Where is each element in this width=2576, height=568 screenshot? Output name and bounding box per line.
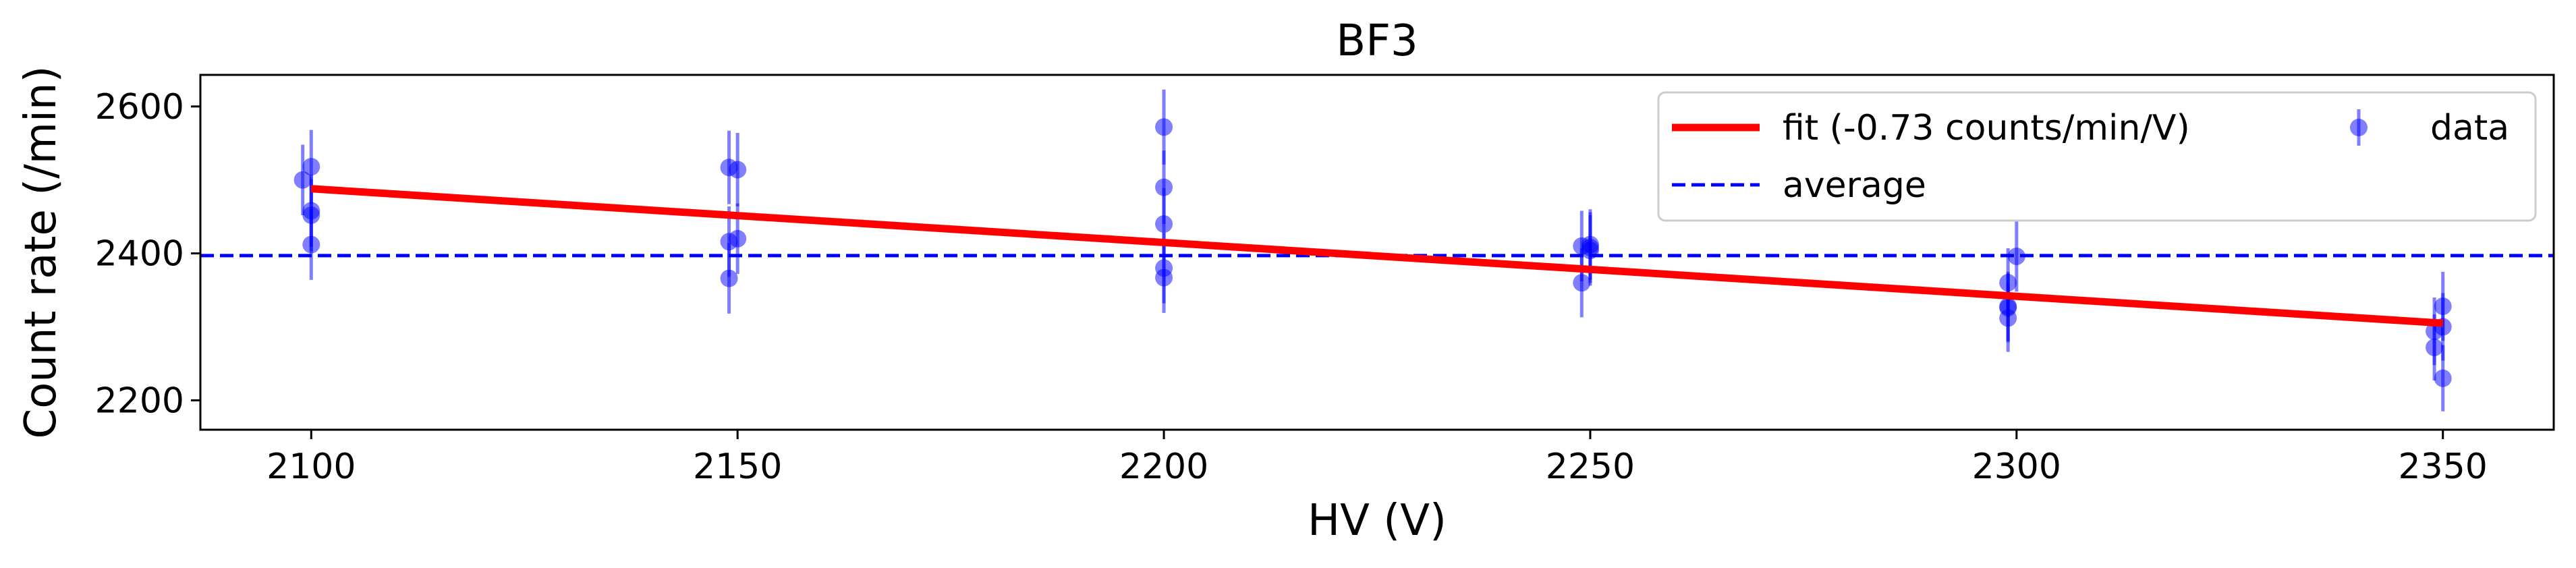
data-point bbox=[720, 269, 738, 287]
x-tick-label: 2100 bbox=[267, 447, 356, 487]
data-point bbox=[1999, 309, 2017, 327]
axis-ticks: 2100 2150 2200 2250 2300 2350 2200 2400 2600 bbox=[95, 87, 2488, 487]
data-point bbox=[2426, 339, 2444, 357]
data-point bbox=[2007, 247, 2025, 265]
data-point bbox=[1581, 242, 1599, 260]
fit-line bbox=[310, 185, 2444, 327]
x-tick-label: 2350 bbox=[2399, 447, 2488, 487]
y-tick-label: 2200 bbox=[95, 380, 184, 421]
y-tick-label: 2400 bbox=[95, 234, 184, 275]
data-point bbox=[729, 229, 747, 248]
data-point bbox=[1155, 118, 1173, 136]
data-point bbox=[1155, 215, 1173, 233]
data-point bbox=[302, 158, 320, 176]
data-point bbox=[302, 235, 320, 254]
x-tick-label: 2300 bbox=[1972, 447, 2061, 487]
y-axis-label: Count rate (/min) bbox=[16, 66, 66, 439]
data-point bbox=[1155, 268, 1173, 287]
legend-data-swatch-marker bbox=[2350, 119, 2368, 136]
data-point bbox=[293, 171, 312, 189]
x-axis-label: HV (V) bbox=[1308, 496, 1447, 546]
y-tick-label: 2600 bbox=[95, 87, 184, 127]
legend-average-label: average bbox=[1783, 165, 1926, 206]
legend: fit (-0.73 counts/min/V) average data bbox=[1657, 91, 2537, 222]
data-point bbox=[729, 161, 747, 179]
legend-box bbox=[1657, 91, 2537, 222]
data-point bbox=[2434, 369, 2452, 387]
chart-title: BF3 bbox=[1336, 16, 1418, 66]
x-tick-label: 2150 bbox=[693, 447, 782, 487]
data-point bbox=[1573, 274, 1591, 292]
data-point bbox=[1155, 178, 1173, 196]
legend-data-label: data bbox=[2430, 108, 2509, 148]
legend-fit-label: fit (-0.73 counts/min/V) bbox=[1783, 108, 2190, 148]
x-tick-label: 2200 bbox=[1119, 447, 1208, 487]
x-tick-label: 2250 bbox=[1546, 447, 1635, 487]
plot-area bbox=[200, 89, 2554, 411]
plot-frame bbox=[199, 74, 2555, 431]
